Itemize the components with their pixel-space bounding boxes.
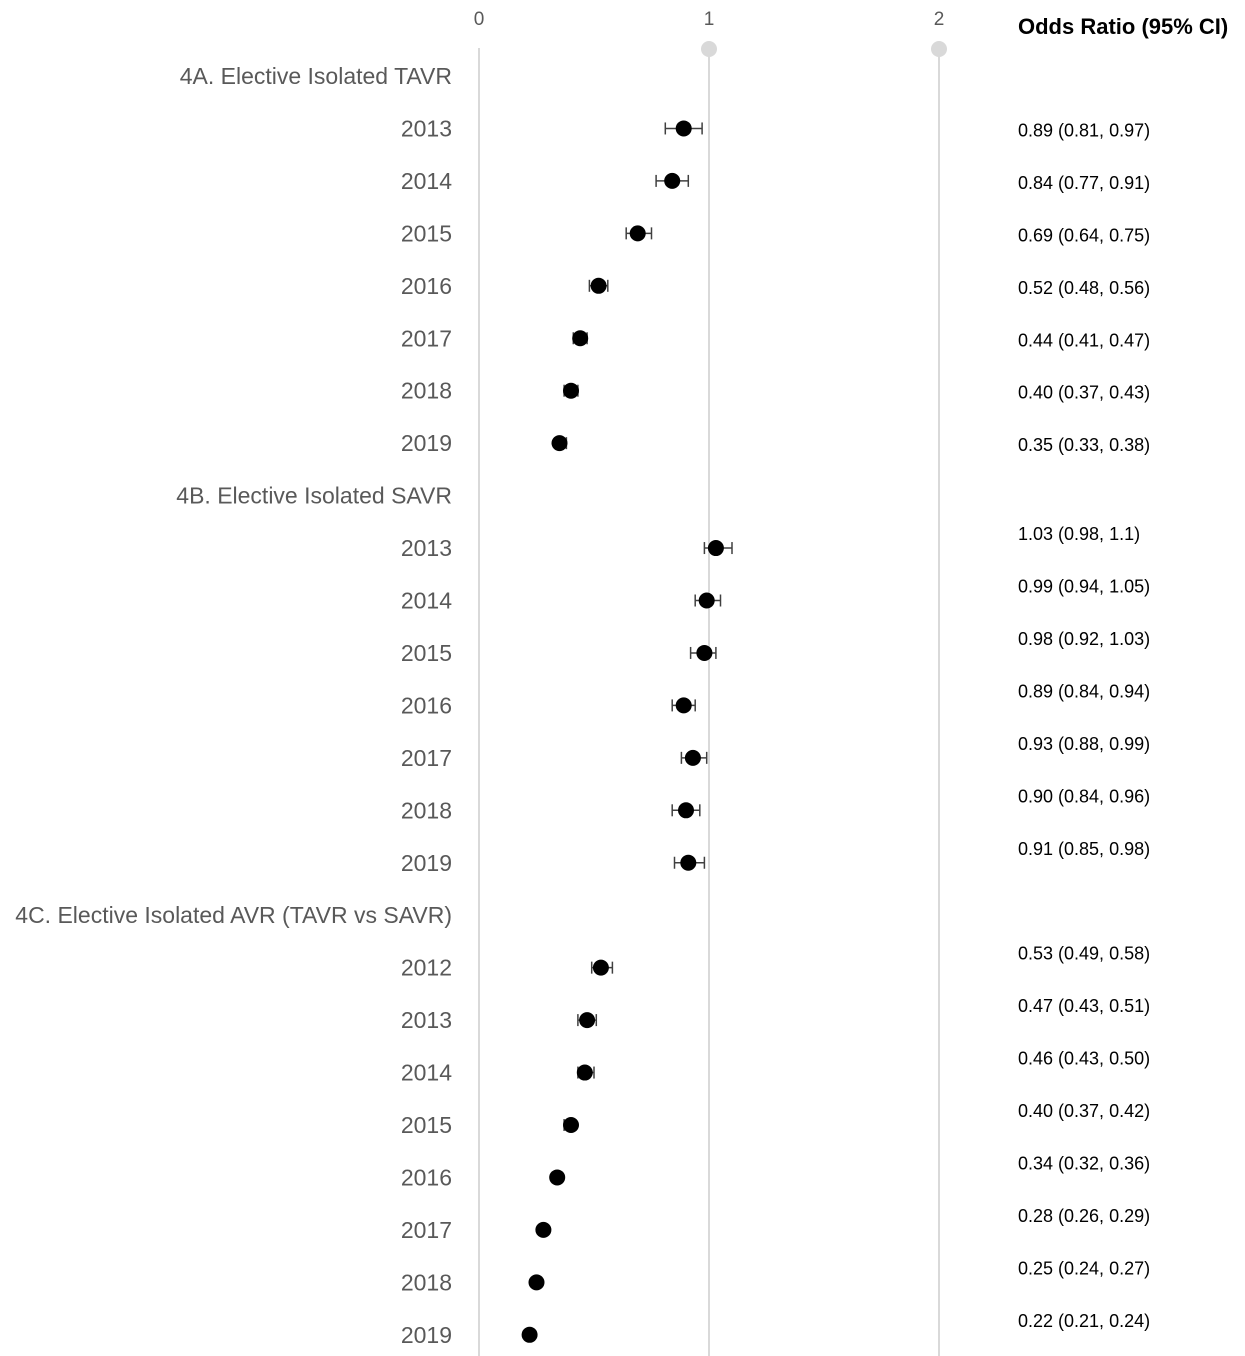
row-label: 2012: [401, 955, 452, 981]
x-tick-marker-1: [701, 41, 717, 57]
x-axis-ticks: 0 1 2: [474, 9, 947, 57]
odds-ratio-value: 0.47 (0.43, 0.51): [1018, 996, 1150, 1016]
row-label: 2014: [401, 168, 452, 194]
x-tick-label-2: 2: [934, 9, 945, 30]
row-label: 2014: [401, 588, 452, 614]
odds-ratio-point: [684, 749, 701, 766]
row-label: 2019: [401, 850, 452, 876]
odds-ratio-value: 0.91 (0.85, 0.98): [1018, 839, 1150, 859]
odds-ratio-point: [707, 540, 724, 557]
row-label: 2017: [401, 745, 452, 771]
odds-ratio-value: 0.52 (0.48, 0.56): [1018, 278, 1150, 298]
odds-ratio-point: [579, 1012, 596, 1029]
odds-ratio-value: 0.34 (0.32, 0.36): [1018, 1153, 1150, 1173]
odds-ratio-value: 0.53 (0.49, 0.58): [1018, 944, 1150, 964]
row-label: 2013: [401, 535, 452, 561]
odds-ratio-value: 1.03 (0.98, 1.1): [1018, 524, 1140, 544]
odds-ratio-point: [535, 1221, 552, 1238]
row-label: 2015: [401, 1112, 452, 1138]
odds-ratio-header: Odds Ratio (95% CI): [1018, 14, 1228, 39]
odds-ratio-point: [675, 120, 692, 137]
odds-ratio-value: 0.40 (0.37, 0.42): [1018, 1101, 1150, 1121]
odds-ratio-point: [664, 172, 681, 189]
row-label: 2017: [401, 325, 452, 351]
section-heading: 4B. Elective Isolated SAVR: [176, 483, 452, 509]
row-label: 2016: [401, 1164, 452, 1190]
odds-ratio-point: [696, 644, 713, 661]
odds-ratio-value: 0.93 (0.88, 0.99): [1018, 734, 1150, 754]
odds-ratio-point: [576, 1064, 593, 1081]
row-label: 2015: [401, 220, 452, 246]
odds-ratio-point: [590, 277, 607, 294]
row-labels: 4A. Elective Isolated TAVR 2013 2014 2015 20…: [15, 63, 452, 1348]
section-heading: 4C. Elective Isolated AVR (TAVR vs SAVR): [15, 902, 452, 928]
odds-ratio-point: [678, 802, 694, 819]
x-tick-label-0: 0: [474, 9, 485, 30]
row-label: 2016: [401, 692, 452, 718]
row-label: 2018: [401, 797, 452, 823]
row-label: 2013: [401, 1007, 452, 1033]
odds-ratio-value: 0.90 (0.84, 0.96): [1018, 786, 1150, 806]
odds-ratio-value: 0.40 (0.37, 0.43): [1018, 383, 1150, 403]
odds-ratio-value: 0.84 (0.77, 0.91): [1018, 173, 1150, 193]
odds-ratio-point: [521, 1326, 538, 1343]
x-tick-label-1: 1: [704, 9, 715, 30]
row-label: 2015: [401, 640, 452, 666]
row-label: 2019: [401, 430, 452, 456]
grid-layer: [478, 48, 940, 1356]
odds-ratio-point: [629, 225, 646, 242]
odds-ratio-value: 0.28 (0.26, 0.29): [1018, 1206, 1150, 1226]
odds-ratio-point: [528, 1274, 545, 1291]
odds-ratio-point: [563, 382, 579, 399]
data-marks: [521, 120, 733, 1343]
row-label: 2014: [401, 1060, 452, 1086]
row-label: 2018: [401, 378, 452, 404]
odds-ratio-value: 0.89 (0.81, 0.97): [1018, 120, 1150, 140]
row-label: 2019: [401, 1322, 452, 1348]
odds-ratio-value: 0.44 (0.41, 0.47): [1018, 330, 1150, 350]
odds-ratio-value: 0.25 (0.24, 0.27): [1018, 1258, 1150, 1278]
odds-ratio-point: [698, 592, 715, 609]
row-label: 2018: [401, 1269, 452, 1295]
odds-ratio-value: 0.46 (0.43, 0.50): [1018, 1049, 1150, 1069]
odds-ratio-value: 0.69 (0.64, 0.75): [1018, 225, 1150, 245]
odds-ratio-point: [551, 435, 568, 452]
x-tick-marker-2: [931, 41, 947, 57]
row-label: 2017: [401, 1217, 452, 1243]
odds-ratio-point: [592, 959, 609, 976]
row-label: 2013: [401, 115, 452, 141]
odds-ratio-value: 0.35 (0.33, 0.38): [1018, 435, 1150, 455]
odds-ratio-value: 0.99 (0.94, 1.05): [1018, 577, 1150, 597]
odds-ratio-value: 0.89 (0.84, 0.94): [1018, 681, 1150, 701]
odds-ratio-column: Odds Ratio (95% CI) 0.89 (0.81, 0.97) 0.8…: [1018, 14, 1228, 1331]
odds-ratio-value: 0.98 (0.92, 1.03): [1018, 629, 1150, 649]
odds-ratio-point: [572, 330, 589, 347]
odds-ratio-point: [549, 1169, 566, 1186]
odds-ratio-point: [675, 697, 692, 714]
odds-ratio-point: [680, 854, 697, 871]
odds-ratio-point: [563, 1117, 579, 1133]
row-label: 2016: [401, 273, 452, 299]
section-heading: 4A. Elective Isolated TAVR: [180, 63, 452, 89]
odds-ratio-value: 0.22 (0.21, 0.24): [1018, 1311, 1150, 1331]
